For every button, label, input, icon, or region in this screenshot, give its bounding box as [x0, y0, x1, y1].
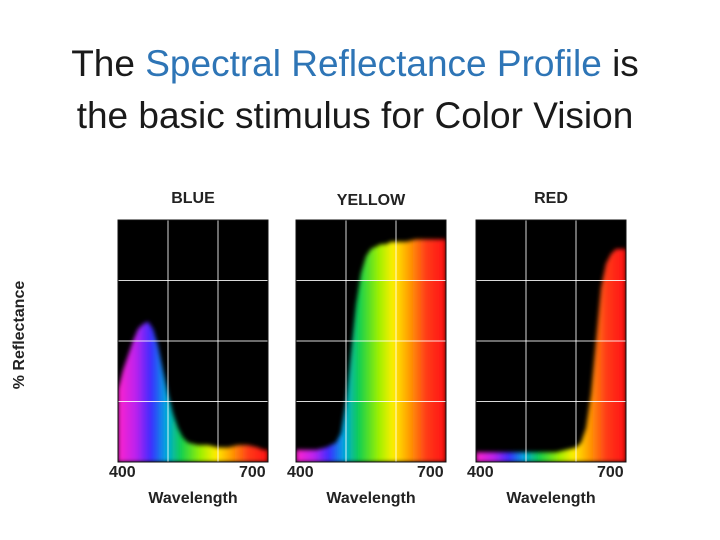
slide-title: The Spectral Reflectance Profile is the …	[0, 38, 710, 142]
panel-blue	[117, 219, 269, 463]
x-tick-label: 400	[287, 464, 314, 481]
reflectance-curve	[296, 239, 446, 462]
title-line-1: The Spectral Reflectance Profile is	[71, 43, 639, 84]
plot-frame	[295, 219, 447, 463]
x-tick-label: 400	[467, 464, 494, 481]
x-tick-label: 700	[239, 464, 266, 481]
x-axis-label: Wavelength	[148, 490, 238, 507]
reflectance-curve	[118, 321, 268, 462]
plot-frame	[475, 219, 627, 463]
panel-title-red: RED	[534, 190, 568, 207]
x-axis-label: Wavelength	[506, 490, 596, 507]
panel-title-yellow: YELLOW	[336, 192, 406, 209]
panel-yellow	[295, 219, 447, 463]
title-highlight: Spectral Reflectance Profile	[145, 43, 602, 84]
panel-red	[475, 219, 627, 463]
title-line-2: the basic stimulus for Color Vision	[76, 95, 634, 136]
panel-title-blue: BLUE	[171, 190, 215, 207]
x-tick-label: 400	[109, 464, 136, 481]
plot-frame	[117, 219, 269, 463]
x-tick-label: 700	[417, 464, 444, 481]
x-tick-label: 700	[597, 464, 624, 481]
reflectance-curve	[476, 249, 626, 462]
x-axis-label: Wavelength	[326, 490, 416, 507]
